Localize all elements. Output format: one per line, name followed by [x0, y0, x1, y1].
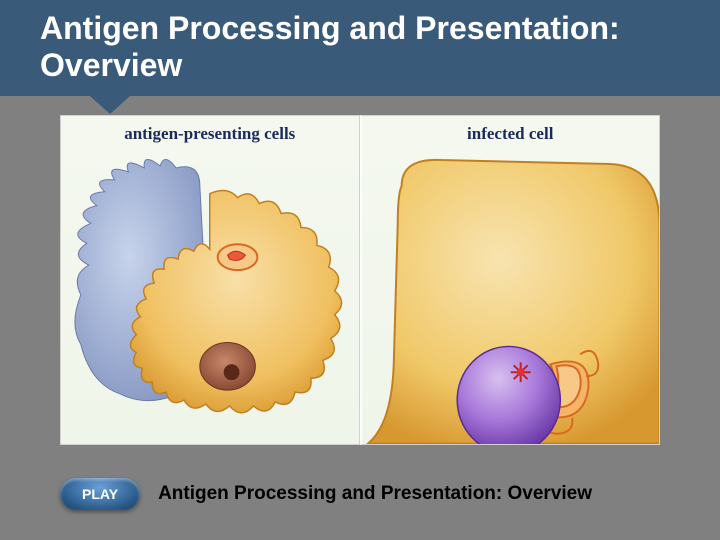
- title-pointer-icon: [90, 96, 130, 114]
- page-title: Antigen Processing and Presentation: Ove…: [40, 10, 680, 84]
- infected-illustration: [362, 116, 660, 444]
- panel-apc: antigen-presenting cells: [60, 115, 360, 445]
- infected-nucleus-icon: [457, 346, 560, 444]
- nucleolus-icon: [224, 364, 240, 380]
- vesicle-icon: [218, 244, 258, 270]
- title-bar: Antigen Processing and Presentation: Ove…: [0, 0, 720, 96]
- footer-caption: Antigen Processing and Presentation: Ove…: [158, 483, 592, 505]
- footer: PLAY Antigen Processing and Presentation…: [60, 478, 592, 510]
- play-button[interactable]: PLAY: [60, 478, 140, 510]
- diagram-area: antigen-presenting cells: [60, 115, 660, 445]
- apc-illustration: [61, 116, 359, 444]
- panel-infected: infected cell: [360, 115, 661, 445]
